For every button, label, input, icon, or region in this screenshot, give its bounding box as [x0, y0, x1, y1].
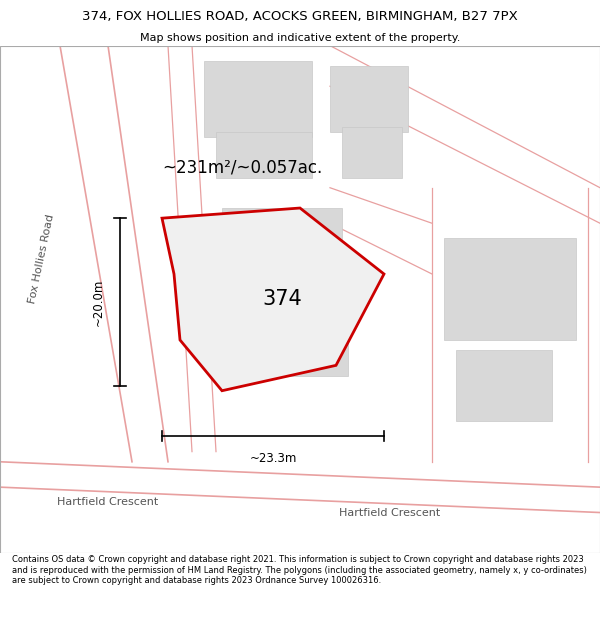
Polygon shape — [222, 208, 342, 319]
Text: Fox Hollies Road: Fox Hollies Road — [28, 213, 56, 304]
Text: Hartfield Crescent: Hartfield Crescent — [340, 508, 440, 518]
Text: 374: 374 — [262, 289, 302, 309]
Polygon shape — [342, 127, 402, 178]
Polygon shape — [204, 61, 312, 137]
Text: ~20.0m: ~20.0m — [92, 278, 105, 326]
Polygon shape — [162, 208, 384, 391]
Text: 374, FOX HOLLIES ROAD, ACOCKS GREEN, BIRMINGHAM, B27 7PX: 374, FOX HOLLIES ROAD, ACOCKS GREEN, BIR… — [82, 10, 518, 23]
Polygon shape — [330, 66, 408, 132]
Text: Contains OS data © Crown copyright and database right 2021. This information is : Contains OS data © Crown copyright and d… — [12, 555, 587, 585]
Text: ~23.3m: ~23.3m — [250, 452, 296, 464]
Polygon shape — [444, 239, 576, 340]
Text: Map shows position and indicative extent of the property.: Map shows position and indicative extent… — [140, 33, 460, 43]
Text: Hartfield Crescent: Hartfield Crescent — [58, 498, 158, 508]
Polygon shape — [240, 314, 348, 376]
Polygon shape — [216, 132, 312, 178]
Polygon shape — [456, 350, 552, 421]
Text: ~231m²/~0.057ac.: ~231m²/~0.057ac. — [162, 158, 322, 176]
